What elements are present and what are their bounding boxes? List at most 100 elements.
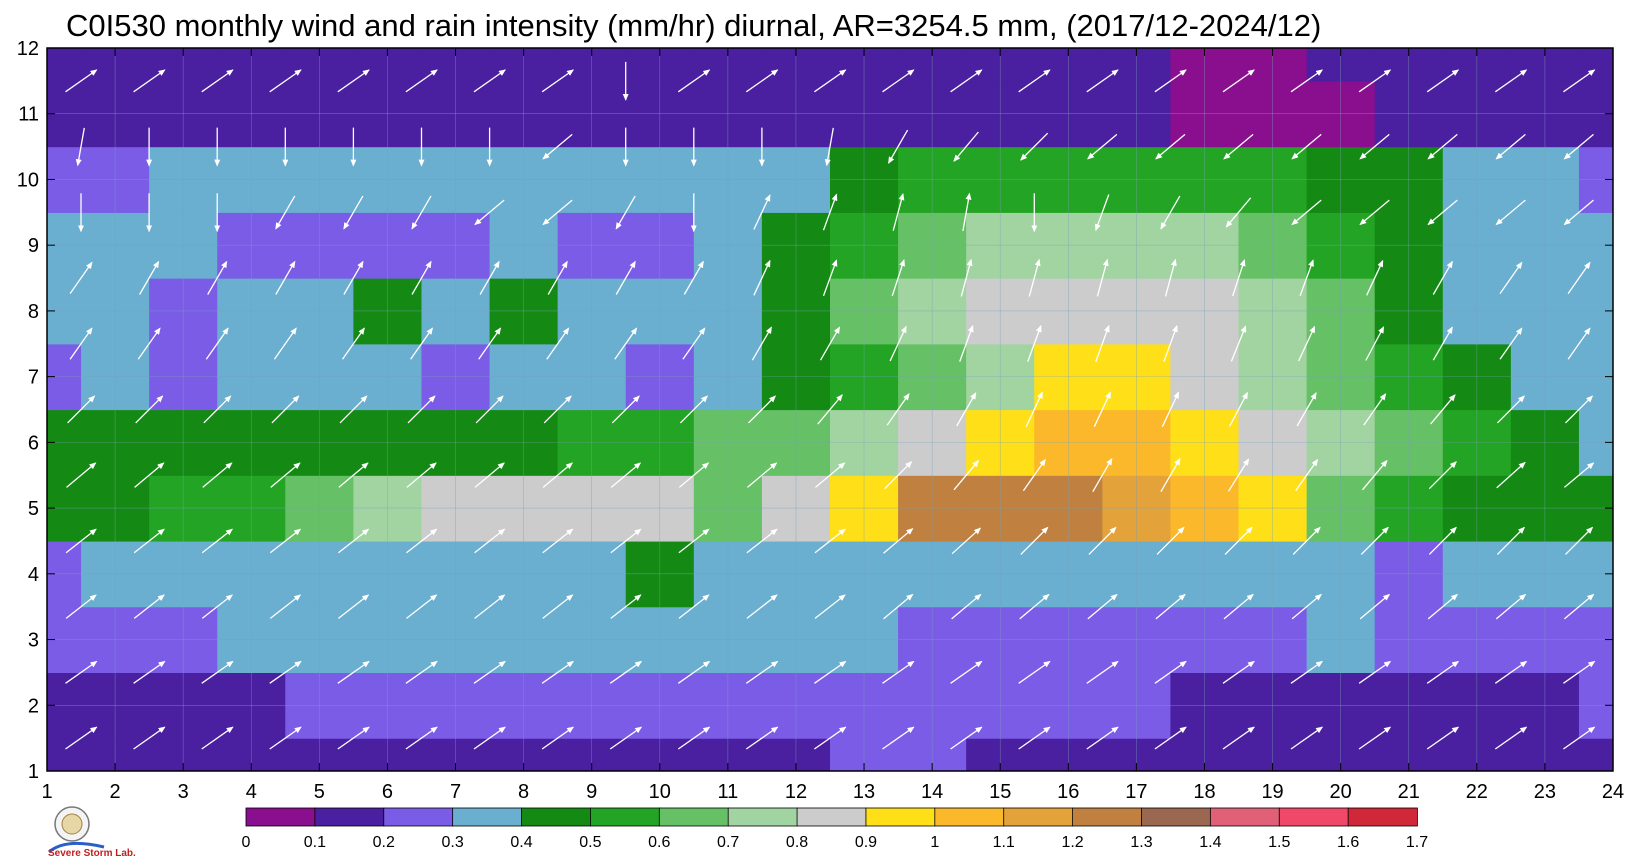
rain-cell <box>353 212 423 279</box>
wind-arrow <box>678 528 710 554</box>
colorbar-label: 0.9 <box>855 834 877 851</box>
wind-arrow <box>1366 259 1384 296</box>
rain-cell <box>693 212 763 279</box>
wind-arrow <box>1563 726 1596 750</box>
rain-cell <box>1578 738 1613 771</box>
wind-arrow <box>201 594 233 619</box>
y-tick-label: 11 <box>18 104 39 126</box>
rain-cell <box>353 278 423 345</box>
wind-arrow <box>1290 660 1324 684</box>
wind-arrow <box>883 593 914 620</box>
wind-arrow <box>203 395 232 424</box>
wind-arrow <box>205 327 229 360</box>
wind-arrow <box>67 395 96 424</box>
wind-arrow <box>1358 726 1392 750</box>
wind-arrow <box>269 528 302 554</box>
wind-arrow <box>65 594 97 619</box>
wind-arrow <box>1154 726 1187 750</box>
wind-arrow <box>1567 261 1591 294</box>
wind-arrow <box>1426 660 1460 684</box>
wind-arrow <box>683 260 704 295</box>
rain-cell <box>1306 278 1376 345</box>
rain-cell <box>625 475 695 542</box>
wind-arrow <box>1496 526 1526 555</box>
wind-arrow <box>814 69 847 93</box>
lab-logo: Severe Storm Lab. <box>48 806 136 859</box>
wind-arrow <box>1499 327 1523 360</box>
rain-cell <box>1374 672 1444 739</box>
wind-arrow <box>541 69 575 93</box>
rain-cell <box>625 212 695 279</box>
colorbar-swatch <box>383 807 454 827</box>
wind-arrow <box>1494 726 1528 750</box>
wind-arrow <box>951 593 982 620</box>
colorbar-swatch <box>658 807 729 827</box>
wind-arrow <box>1426 726 1460 750</box>
wind-arrow <box>1291 133 1322 160</box>
wind-arrow <box>1222 660 1255 684</box>
wind-arrow <box>889 325 907 362</box>
wind-arrow <box>1022 458 1046 492</box>
wind-arrow <box>746 594 778 619</box>
wind-arrow <box>950 69 983 93</box>
colorbar-swatch <box>521 807 592 827</box>
wind-arrow <box>1086 726 1119 750</box>
wind-arrow <box>1088 526 1117 555</box>
x-tick-label: 12 <box>785 781 807 803</box>
wind-arrow <box>1292 526 1321 555</box>
rain-cell <box>47 48 82 82</box>
rain-cell <box>421 212 491 279</box>
wind-arrow <box>1563 133 1594 160</box>
wind-arrow <box>338 462 369 488</box>
wind-arrow <box>202 462 233 488</box>
wind-arrow <box>1430 394 1456 425</box>
x-tick-label: 24 <box>1602 781 1624 803</box>
wind-arrow <box>1426 69 1460 93</box>
wind-arrow <box>1225 197 1252 228</box>
y-tick-label: 6 <box>28 432 39 454</box>
wind-arrow <box>1563 462 1595 488</box>
wind-arrow <box>1567 327 1591 360</box>
y-tick-label: 3 <box>28 630 39 652</box>
rain-cell <box>217 475 286 542</box>
x-tick-label: 17 <box>1125 781 1147 803</box>
rain-cell <box>353 672 423 739</box>
colorbar-swatch <box>1209 807 1281 827</box>
rain-cell <box>489 212 559 279</box>
rain-cell <box>1578 48 1613 82</box>
wind-arrow <box>1362 459 1388 491</box>
rain-cell <box>217 212 286 279</box>
colorbar-label: 1.1 <box>993 834 1015 851</box>
wind-arrow <box>1359 199 1390 226</box>
colorbar-label: 1.2 <box>1061 834 1083 851</box>
wind-arrow <box>405 69 438 93</box>
wind-arrow <box>824 127 834 167</box>
x-tick-label: 5 <box>314 781 325 803</box>
wind-arrow <box>337 69 370 93</box>
wind-arrow <box>201 69 234 93</box>
wind-arrow <box>201 726 234 750</box>
wind-arrow <box>1018 726 1051 750</box>
wind-arrow <box>405 726 438 750</box>
wind-arrow <box>1156 526 1185 555</box>
wind-arrow <box>1432 260 1453 295</box>
wind-arrow <box>135 395 164 424</box>
rain-cell <box>898 146 967 213</box>
wind-arrow <box>65 528 97 554</box>
wind-arrow <box>677 726 711 750</box>
colorbar-swatch <box>865 807 936 827</box>
rain-cell <box>489 475 559 542</box>
x-tick-label: 22 <box>1466 781 1488 803</box>
rain-cell <box>830 278 899 345</box>
rain-cell <box>1034 146 1103 213</box>
rain-cell <box>1510 672 1580 739</box>
wind-arrow <box>962 192 972 232</box>
x-tick-label: 13 <box>853 781 875 803</box>
wind-arrow <box>679 395 709 424</box>
colorbar-swatch <box>796 807 867 827</box>
wind-arrow <box>1092 457 1113 493</box>
x-tick-label: 23 <box>1534 781 1556 803</box>
wind-arrow <box>1291 593 1322 620</box>
wind-arrow <box>882 69 915 93</box>
rain-cell <box>149 278 218 345</box>
